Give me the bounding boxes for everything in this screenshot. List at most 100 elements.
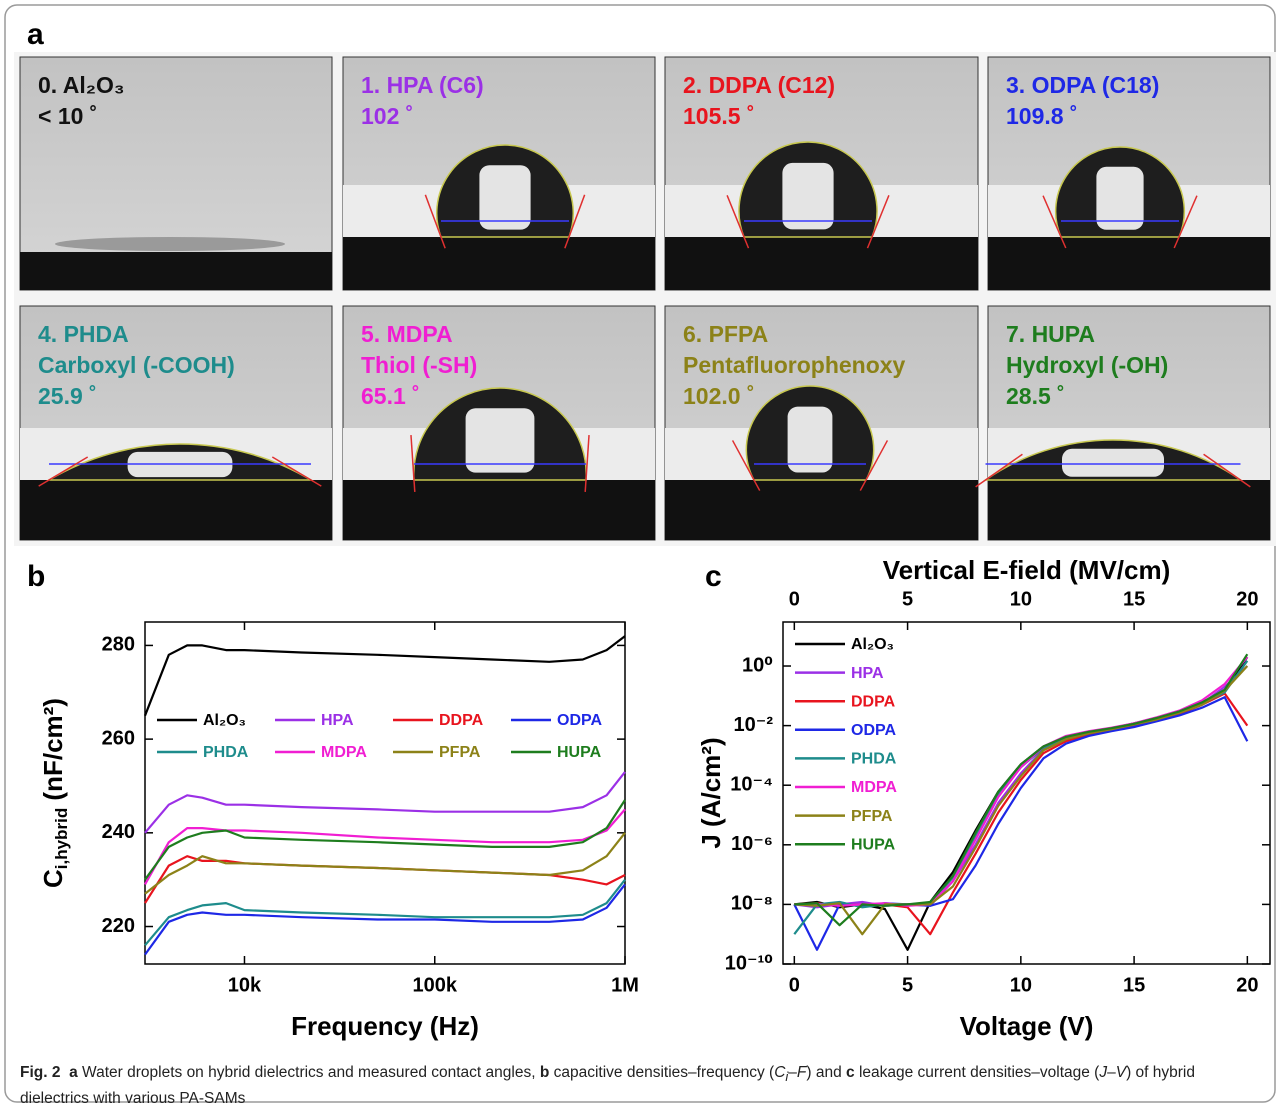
image-label: 5. MDPA [361,321,453,347]
legend-label: HPA [851,665,884,682]
droplet-image: 6. PFPA Pentafluorophenoxy 102.0 ˚ [664,305,979,541]
substrate [20,252,332,290]
caption: Fig. 2 a Water droplets on hybrid dielec… [20,1062,1265,1110]
chart: b 10k 100k 1M 220 240 260 280 Frequency (Hz) Ci,h… [27,560,639,1041]
series-line [144,883,626,956]
droplet-highlight [782,162,834,230]
caption-panel: c [846,1064,855,1081]
y-axis-title-main: C [38,869,68,888]
droplet-image: 1. HPA (C6) 102 ˚ [342,56,656,291]
y-axis-title-sub: i,hybrid [52,808,71,869]
image-label: 6. PFPA [683,321,768,347]
plot-frame [782,621,1271,965]
image-label: 2. DDPA (C12) [683,72,835,98]
y-tick-label: 10⁻⁶ [731,833,773,855]
legend-label: MDPA [321,744,367,761]
tangent [859,440,889,491]
substrate [988,480,1270,540]
image-label: 3. ODPA (C18) [1006,72,1159,98]
figure-frame [4,4,1276,1103]
legend-label: MDPA [851,779,897,796]
tangent [726,195,750,249]
legend-label: PFPA [439,744,481,761]
x2-tick-label: 0 [789,588,800,610]
y-tick-label: 220 [102,915,135,937]
x-tick-label: 15 [1123,974,1145,996]
panel-label: c [705,560,722,593]
image-label: 1. HPA (C6) [361,72,484,98]
x2-tick-label: 5 [902,588,913,610]
legend-label: PFPA [851,808,893,825]
tangent [424,194,446,249]
x2-tick-label: 15 [1123,588,1145,610]
plot-frame [144,621,626,965]
image-label: 4. PHDA [38,321,129,347]
legend-label: PHDA [203,744,249,761]
image-label: 109.8 ˚ [1006,103,1078,129]
caption-symbol: J [1099,1064,1108,1081]
film-reflection [55,237,285,251]
series-line [144,832,626,895]
image-label: 7. HUPA [1006,321,1095,347]
tangent [38,456,89,487]
y-axis-title: J (A/cm²) [696,737,726,848]
droplet-highlight [479,165,531,230]
series-line [143,635,626,717]
tangent [271,456,322,487]
y-axis-title-unit: (nF/cm²) [38,698,68,808]
y-tick-label: 280 [102,634,135,656]
substrate [665,237,978,290]
tangent [1203,453,1251,488]
image-label: Thiol (-SH) [361,352,477,378]
legend-label: HUPA [851,836,896,853]
series-line [144,808,626,885]
y-axis-title: Ci,hybrid (nF/cm²) [38,698,72,888]
image-label: Pentafluorophenoxy [683,352,906,378]
image-label: 28.5 ˚ [1006,383,1065,409]
chart: c 0 5 10 15 20 0 5 10 15 20 Vertical E-field (MV/cm… [696,555,1271,1041]
legend-label: HPA [321,712,354,729]
caption-text: – [1107,1064,1116,1081]
droplet-highlight [465,408,535,473]
x-tick-label: 0 [789,974,800,996]
legend-label: ODPA [851,722,896,739]
caption-panel: b [539,1064,550,1081]
image-label: Carboxyl (-COOH) [38,352,235,378]
image-label: 102 ˚ [361,103,413,129]
tangent [731,440,761,491]
panel-label: a [27,18,44,51]
series-line [794,653,1249,927]
x-tick-label: 10 [1010,974,1032,996]
x2-tick-label: 20 [1236,588,1258,610]
x-tick-label: 100k [412,974,457,996]
droplet-image: 5. MDPA Thiol (-SH) 65.1 ˚ [342,305,656,541]
series-line [144,799,626,881]
caption-symbol: C [774,1064,786,1081]
substrate [665,480,978,540]
x2-axis-title: Vertical E-field (MV/cm) [883,555,1171,585]
x-tick-label: 5 [902,974,913,996]
droplet-highlight [1062,448,1164,477]
image-label: 102.0 ˚ [683,383,755,409]
y-tick-label: 10⁻² [734,714,774,736]
tangent [1042,195,1067,249]
image-label: 25.9 ˚ [38,383,97,409]
x-axis-title: Frequency (Hz) [291,1011,479,1041]
tangent [564,194,586,249]
series-line [144,879,626,947]
caption-text: capacitive densities–frequency ( [553,1064,775,1081]
tangent [975,453,1023,488]
x2-tick-label: 10 [1010,588,1032,610]
panel-label: b [27,560,45,593]
droplet-image: 4. PHDA Carboxyl (-COOH) 25.9 ˚ [19,305,333,541]
y-tick-label: 10⁻¹⁰ [725,952,773,974]
x-tick-label: 1M [611,974,639,996]
substrate [343,237,655,290]
image-label: < 10 ˚ [38,103,97,129]
legend-label: Al₂O₃ [203,712,246,729]
y-tick-label: 10⁻⁸ [731,893,773,915]
y-tick-label: 10⁰ [742,654,773,676]
